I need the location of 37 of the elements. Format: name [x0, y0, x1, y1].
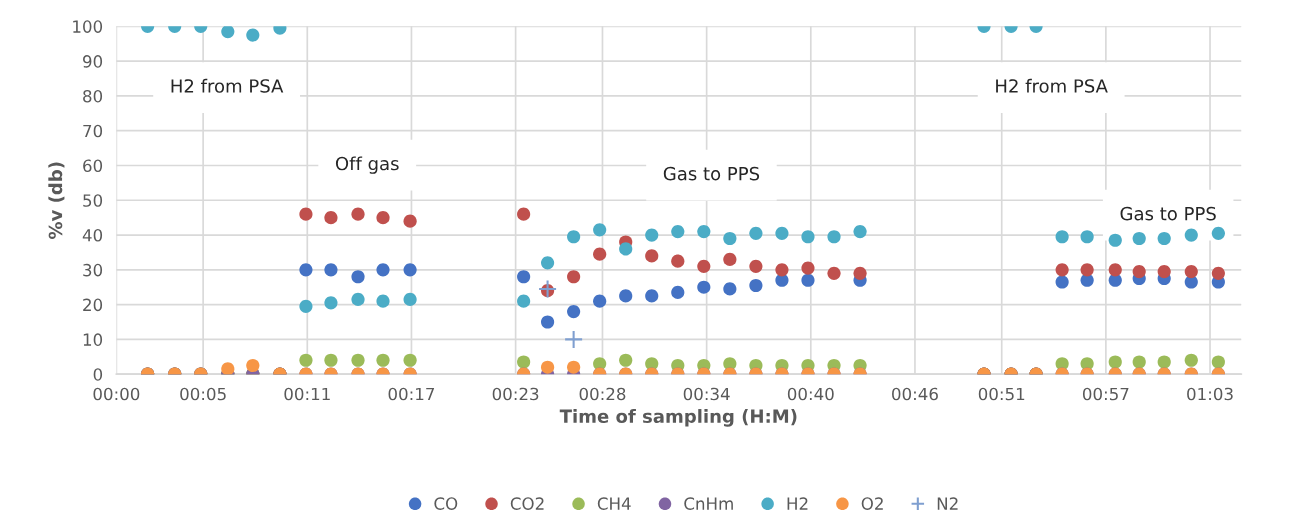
legend-label: H2 [787, 497, 808, 510]
annotation: H2 from PSA [996, 78, 1108, 93]
legend-label: O2 [861, 497, 883, 510]
legend-label: CH4 [597, 497, 631, 510]
x-tick-label: 00:28 [579, 387, 626, 401]
annotation: Gas to PPS [1120, 206, 1216, 221]
y-tick-label: 70 [83, 124, 103, 138]
annotation: Off gas [335, 156, 399, 174]
x-tick-label: 00:00 [93, 387, 140, 401]
x-tick-label: 00:11 [284, 387, 330, 401]
y-tick-label: 50 [83, 194, 103, 207]
x-axis-title: Time of sampling (H:M) [559, 409, 797, 427]
y-tick-label: 10 [83, 333, 103, 346]
y-axis-title: %v (db) [48, 162, 65, 239]
y-tick-label: 90 [83, 55, 103, 68]
x-tick-label: 00:17 [388, 387, 435, 401]
x-tick-label: 00:57 [1082, 387, 1129, 401]
legend-label: CnHm [684, 497, 733, 510]
y-tick-label: 100 [73, 20, 103, 33]
y-tick-label: 80 [83, 89, 103, 103]
x-tick-label: 00:05 [180, 387, 226, 401]
y-tick-label: 30 [83, 263, 103, 277]
x-tick-label: 00:23 [492, 387, 539, 401]
legend-label: CO [434, 497, 458, 510]
x-tick-label: 01:03 [1187, 387, 1233, 401]
annotation: H2 from PSA [171, 78, 284, 93]
x-tick-label: 00:51 [978, 387, 1025, 401]
y-tick-label: 60 [83, 159, 103, 173]
y-tick-label: 20 [83, 298, 103, 312]
x-tick-label: 00:34 [683, 387, 730, 401]
x-tick-label: 00:46 [892, 387, 938, 401]
annotation: Gas to PPS [663, 166, 760, 181]
y-tick-label: 0 [93, 368, 103, 381]
x-tick-label: 00:40 [787, 387, 834, 401]
y-tick-label: 40 [82, 229, 103, 242]
legend-label: CO2 [510, 497, 544, 510]
legend-label: N2 [937, 497, 958, 510]
